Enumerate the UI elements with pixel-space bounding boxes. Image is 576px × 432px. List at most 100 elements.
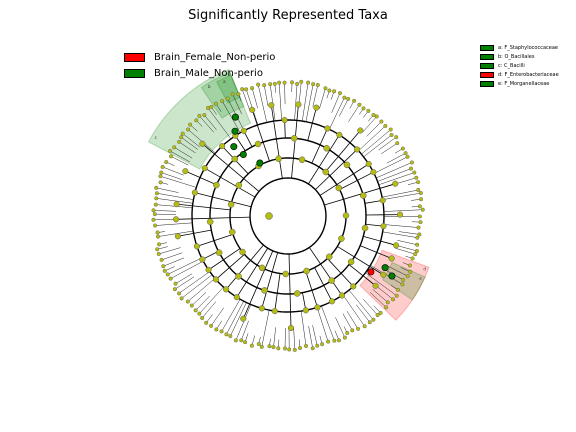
tree-leaf-node bbox=[168, 148, 173, 153]
tree-node bbox=[298, 156, 306, 163]
tree-leaf-node bbox=[244, 87, 249, 92]
tree-edge bbox=[335, 317, 346, 338]
tree-leaf-node bbox=[287, 347, 292, 352]
clade-label-d: d: F_Enterobacteriaceae bbox=[498, 72, 559, 78]
tree-edge bbox=[325, 130, 361, 172]
tree-edge bbox=[153, 210, 177, 212]
clade-swatch-b bbox=[480, 54, 494, 60]
tree-leaf-node bbox=[204, 320, 209, 325]
tree-leaf-node bbox=[155, 247, 160, 252]
tree-leaf-node bbox=[180, 131, 185, 136]
tree-edge bbox=[278, 82, 282, 121]
tree-leaf-node bbox=[154, 191, 159, 196]
tree-leaf-node bbox=[173, 281, 178, 286]
tree-edge bbox=[361, 129, 391, 155]
tree-edge bbox=[174, 147, 193, 159]
clade-swatch-e bbox=[480, 81, 494, 87]
tree-leaf-node bbox=[419, 197, 424, 202]
tree-leaf-node bbox=[169, 154, 174, 159]
tree-node bbox=[254, 140, 262, 148]
tree-node bbox=[302, 307, 309, 314]
tree-leaf-node bbox=[153, 223, 158, 228]
tree-leaf-node bbox=[200, 315, 205, 320]
tree-node bbox=[357, 127, 364, 134]
tree-leaf-node bbox=[342, 95, 347, 100]
tree-leaf-node bbox=[326, 339, 331, 344]
tree-edge bbox=[316, 307, 329, 342]
tree-edge bbox=[327, 258, 354, 287]
tree-edge bbox=[199, 286, 224, 314]
tree-node bbox=[182, 168, 189, 175]
tree-leaf-node bbox=[164, 160, 169, 165]
tree-leaf-node bbox=[161, 264, 166, 269]
tree-leaf-node bbox=[154, 185, 159, 190]
tree-node bbox=[388, 255, 395, 262]
significant-node bbox=[230, 143, 238, 151]
tree-node bbox=[240, 315, 247, 322]
tree-node bbox=[291, 135, 298, 142]
tree-node bbox=[328, 298, 336, 305]
tree-edge bbox=[329, 97, 345, 130]
tree-edge bbox=[382, 192, 421, 200]
tree-leaf-node bbox=[407, 263, 412, 268]
tree-leaf-node bbox=[298, 345, 303, 350]
tree-edge bbox=[363, 134, 392, 158]
tree-edge bbox=[311, 128, 328, 164]
tree-leaf-node bbox=[172, 145, 177, 150]
tree-leaf-node bbox=[197, 113, 202, 118]
clade-swatch-d bbox=[480, 72, 494, 78]
tree-node bbox=[201, 165, 208, 172]
tree-leaf-node bbox=[151, 208, 156, 213]
tree-edge bbox=[312, 84, 319, 107]
tree-node bbox=[215, 249, 223, 256]
tree-edge bbox=[346, 311, 359, 329]
tree-node bbox=[303, 267, 310, 275]
tree-edge bbox=[378, 136, 397, 151]
tree-leaf-node bbox=[186, 127, 191, 132]
tree-leaf-node bbox=[224, 332, 229, 337]
tree-leaf-node bbox=[277, 80, 282, 85]
tree-leaf-node bbox=[412, 170, 417, 175]
tree-leaf-node bbox=[383, 123, 388, 128]
tree-edge bbox=[366, 121, 382, 137]
tree-edge bbox=[370, 265, 403, 285]
tree-edge bbox=[163, 257, 185, 267]
tree-node bbox=[323, 145, 330, 152]
tree-edge bbox=[201, 301, 217, 319]
tree-leaf-node bbox=[236, 92, 241, 97]
tree-leaf-node bbox=[366, 108, 371, 113]
tree-edge bbox=[302, 82, 309, 122]
tree-leaf-node bbox=[417, 214, 422, 219]
tree-leaf-node bbox=[403, 151, 408, 156]
tree-leaf-node bbox=[361, 106, 366, 111]
tree-node bbox=[365, 160, 372, 168]
tree-node bbox=[199, 256, 206, 263]
tree-node bbox=[370, 169, 377, 176]
tree-edge bbox=[309, 247, 343, 296]
tree-node bbox=[338, 235, 345, 242]
tree-leaf-node bbox=[415, 242, 420, 247]
tree-edge bbox=[383, 209, 423, 212]
tree-node bbox=[326, 253, 333, 261]
tree-node bbox=[342, 212, 350, 219]
tree-edge bbox=[170, 260, 204, 279]
tree-leaf-node bbox=[197, 311, 202, 316]
tree-leaf-node bbox=[159, 170, 164, 175]
tree-edge bbox=[319, 163, 369, 196]
tree-edge bbox=[274, 273, 281, 312]
tree-edge bbox=[156, 187, 179, 193]
tree-edge bbox=[312, 325, 318, 346]
tree-leaf-node bbox=[177, 139, 182, 144]
clade-label-b: b: O_Bacillales bbox=[498, 54, 535, 60]
clade-swatch-a bbox=[480, 45, 494, 51]
tree-leaf-node bbox=[385, 300, 390, 305]
tree-edge bbox=[232, 94, 242, 115]
clade-legend-item-d: d: F_Enterobacteriaceae bbox=[480, 72, 559, 78]
figure-title: Significantly Represented Taxa bbox=[188, 8, 388, 23]
tree-edge bbox=[221, 100, 241, 133]
tree-edge bbox=[177, 229, 212, 237]
tree-edge bbox=[307, 107, 317, 141]
tree-leaf-node bbox=[283, 346, 288, 351]
significant-node bbox=[367, 268, 375, 276]
